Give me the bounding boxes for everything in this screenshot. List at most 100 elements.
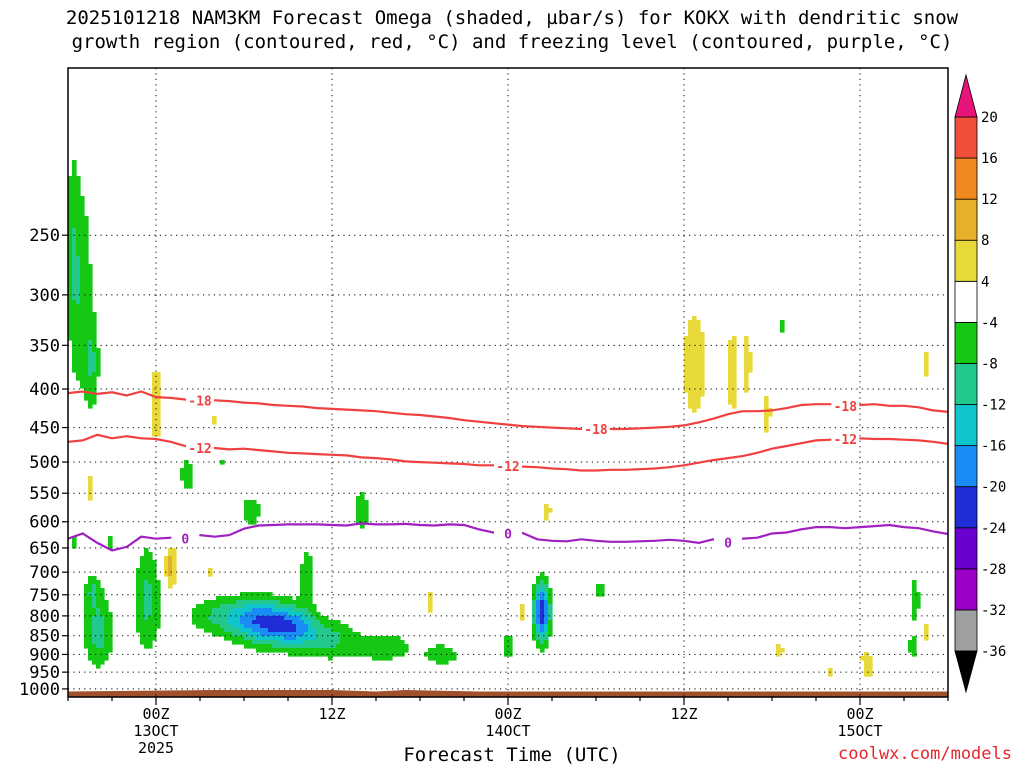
omega-cell xyxy=(240,616,245,621)
omega-cell xyxy=(84,248,89,253)
omega-cell xyxy=(80,200,85,205)
omega-cell xyxy=(84,244,89,249)
omega-cell xyxy=(320,644,325,649)
omega-cell xyxy=(136,620,141,625)
omega-cell xyxy=(304,584,309,589)
omega-cell xyxy=(96,612,101,617)
y-tick-label: 700 xyxy=(29,563,60,583)
omega-cell xyxy=(924,364,929,369)
omega-cell xyxy=(684,380,689,385)
omega-cell xyxy=(228,596,233,601)
omega-cell xyxy=(304,632,309,637)
omega-cell xyxy=(372,648,377,653)
omega-cell xyxy=(696,376,701,381)
omega-cell xyxy=(156,372,161,377)
omega-cell xyxy=(212,624,217,629)
credit-link[interactable]: coolwx.com/models xyxy=(838,744,1012,764)
omega-cell xyxy=(72,256,77,261)
omega-cell xyxy=(92,348,97,353)
omega-cell xyxy=(696,364,701,369)
ground-terrain xyxy=(68,690,948,697)
omega-cell xyxy=(220,628,225,633)
omega-cell xyxy=(244,628,249,633)
contour-label: -18 xyxy=(188,394,212,409)
ground-layer xyxy=(68,690,948,697)
omega-cell xyxy=(268,648,273,653)
omega-cell xyxy=(148,556,153,561)
omega-cell xyxy=(228,624,233,629)
omega-cell xyxy=(700,368,705,373)
omega-cell xyxy=(728,396,733,401)
omega-cell xyxy=(224,636,229,641)
omega-cell xyxy=(260,644,265,649)
omega-cell xyxy=(84,240,89,245)
omega-cell xyxy=(276,620,281,625)
omega-cell xyxy=(148,568,153,573)
omega-cell xyxy=(372,636,377,641)
omega-cell xyxy=(224,604,229,609)
omega-cell xyxy=(264,612,269,617)
omega-cell xyxy=(292,652,297,657)
omega-cell xyxy=(152,380,157,385)
omega-cell xyxy=(328,656,333,661)
omega-cell xyxy=(540,588,545,593)
omega-cell xyxy=(324,652,329,657)
omega-cell xyxy=(764,420,769,425)
omega-cell xyxy=(332,644,337,649)
omega-cell xyxy=(396,640,401,645)
omega-cell xyxy=(544,608,549,613)
omega-cell xyxy=(304,564,309,569)
omega-cell xyxy=(280,648,285,653)
omega-cell xyxy=(248,628,253,633)
omega-cell xyxy=(168,584,173,589)
omega-cell xyxy=(244,624,249,629)
omega-cell xyxy=(288,632,293,637)
omega-cell xyxy=(744,380,749,385)
omega-cell xyxy=(136,608,141,613)
omega-cell xyxy=(912,652,917,657)
omega-cell xyxy=(108,648,113,653)
omega-cell xyxy=(356,648,361,653)
omega-cell xyxy=(744,344,749,349)
omega-cell xyxy=(688,384,693,389)
omega-cell xyxy=(232,632,237,637)
omega-cell xyxy=(912,596,917,601)
omega-cell xyxy=(540,600,545,605)
omega-cell xyxy=(80,360,85,365)
omega-cell xyxy=(544,604,549,609)
omega-cell xyxy=(768,412,773,417)
omega-cell xyxy=(84,268,89,273)
omega-cell xyxy=(68,292,73,297)
omega-cell xyxy=(212,632,217,637)
omega-cell xyxy=(688,332,693,337)
omega-cell xyxy=(88,404,93,409)
omega-cell xyxy=(240,612,245,617)
omega-cell xyxy=(88,656,93,661)
omega-cell xyxy=(300,644,305,649)
omega-cell xyxy=(536,612,541,617)
omega-cell xyxy=(80,344,85,349)
colorbar-box xyxy=(954,321,978,364)
omega-cell xyxy=(540,580,545,585)
omega-cell xyxy=(88,608,93,613)
y-tick-label: 750 xyxy=(29,586,60,606)
omega-cell xyxy=(76,292,81,297)
x-tick-label: 12Z xyxy=(670,705,697,723)
omega-cell xyxy=(84,252,89,257)
omega-cell xyxy=(252,592,257,597)
omega-cell xyxy=(452,656,457,661)
omega-cell xyxy=(88,584,93,589)
colorbar-label: 4 xyxy=(981,274,989,290)
omega-cell xyxy=(220,460,225,465)
omega-cell xyxy=(144,576,149,581)
omega-cell xyxy=(240,632,245,637)
omega-cell xyxy=(688,336,693,341)
omega-cell xyxy=(696,344,701,349)
omega-cell xyxy=(780,320,785,325)
omega-cell xyxy=(292,628,297,633)
omega-cell xyxy=(304,644,309,649)
omega-cell xyxy=(156,384,161,389)
omega-cell xyxy=(80,324,85,329)
omega-cell xyxy=(224,620,229,625)
omega-cell xyxy=(356,644,361,649)
